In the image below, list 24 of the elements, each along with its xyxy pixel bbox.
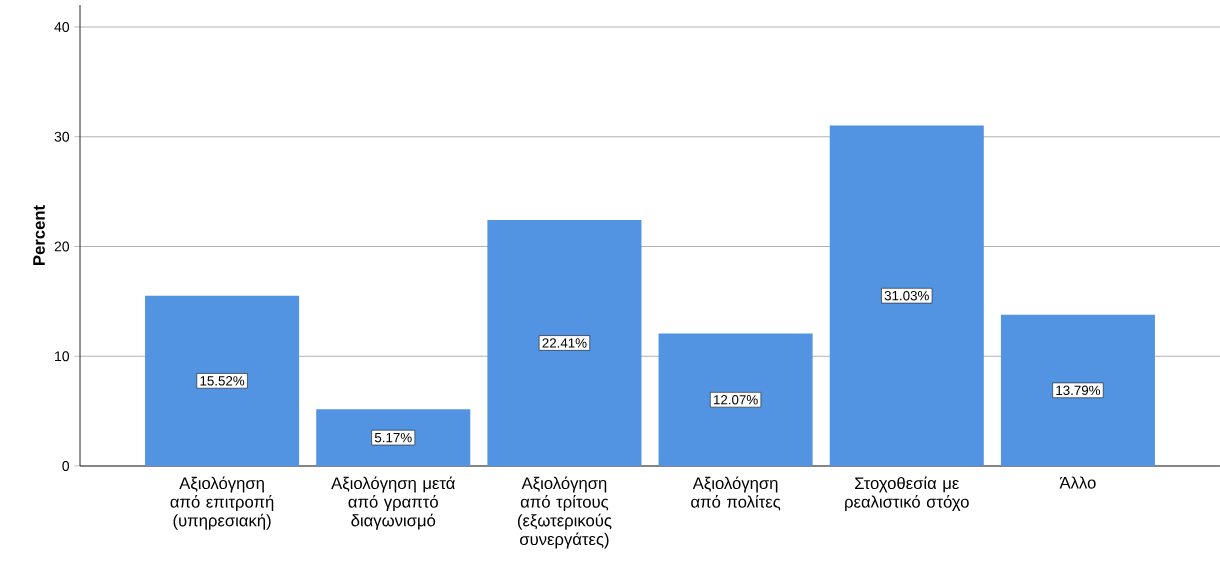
y-tick-label: 40: [54, 22, 70, 32]
x-tick-label: Αξιολόγηση από επιτροπή (υπηρεσιακή): [170, 476, 274, 530]
y-tick-label: 30: [54, 131, 70, 142]
bar: [658, 333, 813, 466]
bar: [487, 220, 642, 466]
x-tick-label: Άλλο: [1059, 476, 1096, 489]
bar: [829, 125, 984, 466]
bar: [145, 295, 300, 466]
bar: [1000, 314, 1155, 466]
y-tick-label: 20: [54, 241, 70, 252]
data-label: 12.07%: [714, 395, 758, 405]
bar: [316, 409, 471, 466]
y-axis-title: Percent: [33, 205, 45, 265]
data-label: 22.41%: [542, 338, 587, 348]
x-tick-label: Αξιολόγηση από πολίτες: [691, 476, 781, 511]
data-label: 13.79%: [1056, 385, 1101, 396]
data-label: 15.52%: [200, 376, 245, 386]
data-label: 5.17%: [374, 432, 412, 443]
x-tick-label: Αξιολόγηση μετά από γραπτό διαγωνισμό: [331, 476, 455, 530]
x-tick-label: Στοχοθεσία με ρεαλιστικό στόχο: [845, 476, 969, 512]
y-tick-label: 10: [55, 351, 70, 362]
y-tick-label: 0: [62, 461, 70, 471]
x-tick-label: Αξιολόγηση από τρίτους (εξωτερικούς συνεργάτες): [517, 476, 612, 549]
data-label: 31.03%: [884, 290, 929, 301]
